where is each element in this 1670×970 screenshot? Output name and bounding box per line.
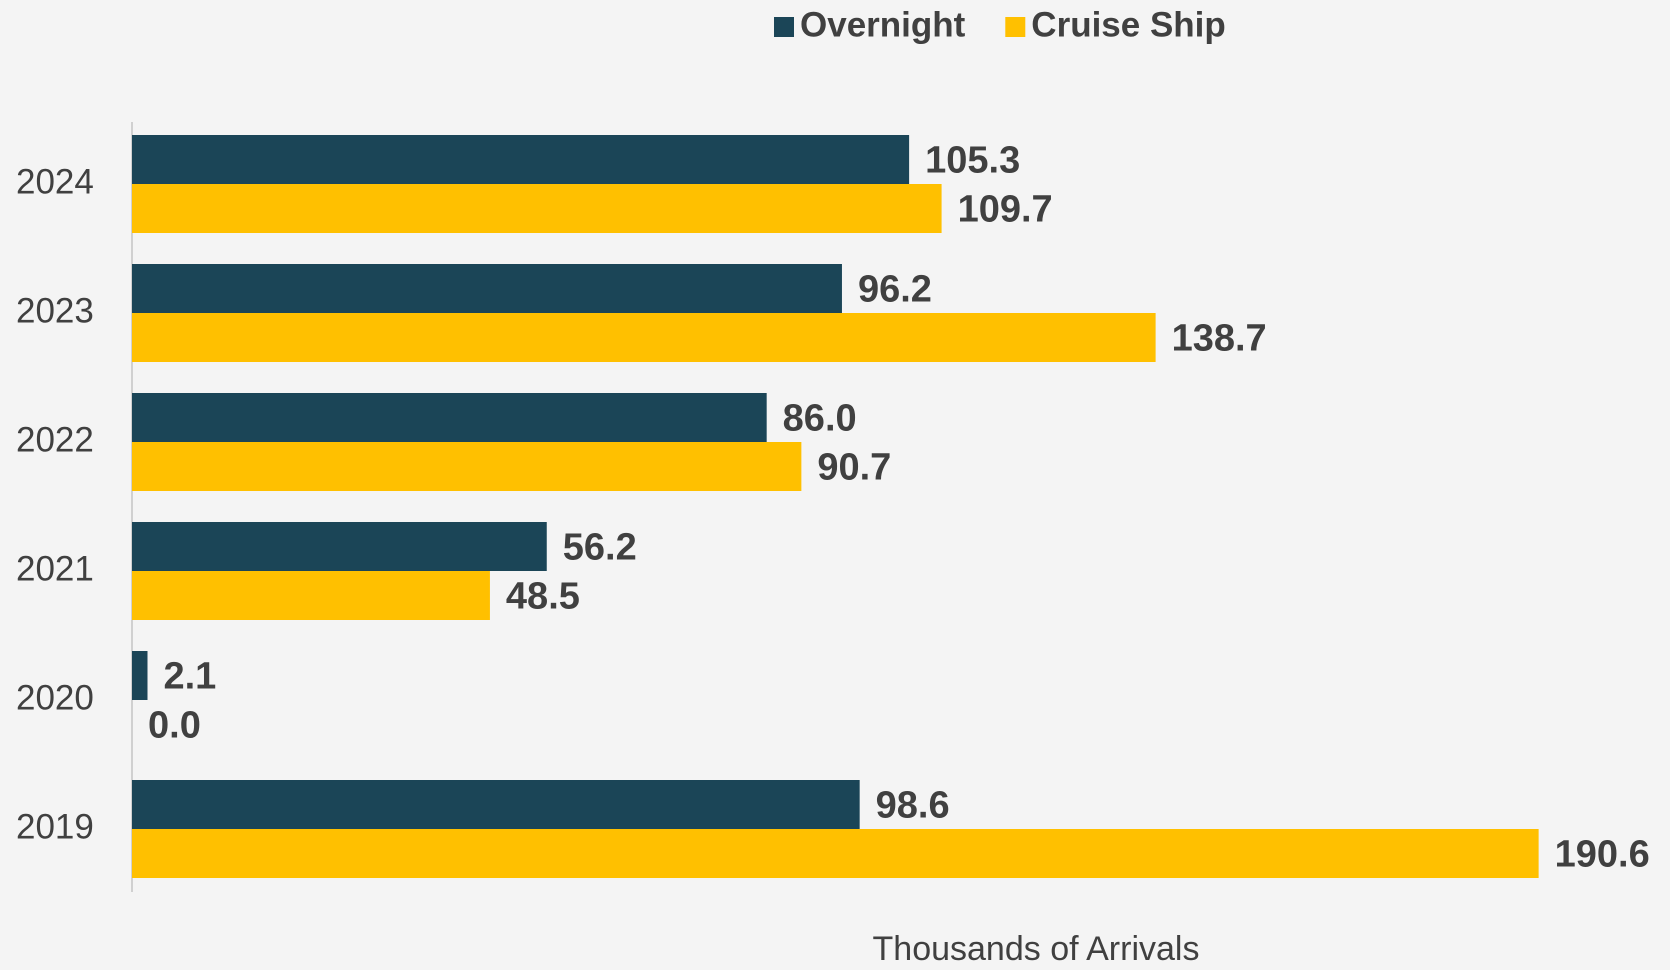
y-tick-label: 2019 bbox=[16, 807, 94, 846]
y-tick-label: 2020 bbox=[16, 678, 94, 717]
data-label: 48.5 bbox=[506, 576, 580, 618]
bar bbox=[132, 522, 547, 571]
data-label: 56.2 bbox=[563, 527, 637, 569]
bar bbox=[132, 780, 860, 829]
bar bbox=[132, 651, 148, 700]
bar bbox=[132, 135, 910, 184]
data-label: 105.3 bbox=[925, 140, 1020, 182]
data-label: 138.7 bbox=[1172, 318, 1267, 360]
bar bbox=[132, 829, 1539, 878]
bar bbox=[132, 393, 767, 442]
data-label: 0.0 bbox=[148, 705, 201, 747]
bar bbox=[132, 442, 802, 491]
bar bbox=[132, 184, 942, 233]
data-label: 96.2 bbox=[858, 269, 932, 311]
x-axis-label: Thousands of Arrivals bbox=[873, 930, 1200, 968]
bar bbox=[132, 571, 490, 620]
legend-swatch bbox=[1005, 17, 1026, 37]
data-label: 86.0 bbox=[783, 398, 857, 440]
data-label: 98.6 bbox=[876, 785, 950, 827]
data-label: 90.7 bbox=[817, 447, 891, 489]
legend-swatch bbox=[774, 17, 794, 37]
data-label: 2.1 bbox=[163, 656, 216, 698]
data-label: 109.7 bbox=[958, 189, 1053, 231]
y-tick-label: 2021 bbox=[16, 549, 94, 588]
data-label: 190.6 bbox=[1555, 834, 1650, 876]
y-tick-label: 2023 bbox=[16, 291, 94, 330]
legend-label: Overnight bbox=[800, 5, 966, 44]
legend-label: Cruise Ship bbox=[1031, 5, 1225, 44]
y-tick-label: 2022 bbox=[16, 420, 94, 459]
y-tick-label: 2024 bbox=[16, 162, 94, 201]
bar bbox=[132, 264, 842, 313]
bar bbox=[132, 313, 1156, 362]
